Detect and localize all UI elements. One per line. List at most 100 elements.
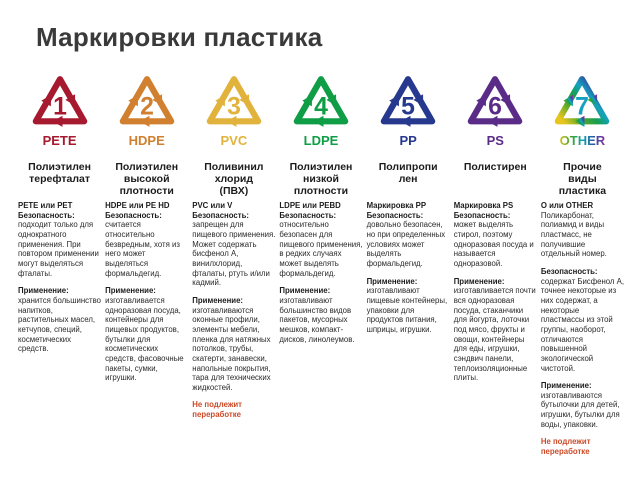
body-label: Безопасность: (105, 210, 162, 220)
plastic-code: HDPE (128, 133, 165, 148)
plastic-name: Полиэтилен низкой плотности (289, 161, 353, 198)
body-label: Безопасность: (366, 210, 424, 220)
recycling-symbol: 1 (29, 73, 91, 130)
plastic-number: 3 (227, 94, 241, 121)
body-text: считается относительно безвредным, хотя … (105, 220, 180, 278)
body-paragraph: Маркировка PP Безопасность: довольно безоп… (367, 201, 450, 269)
plastic-column: 6 PS Полистирен Маркировка PS Безопасност… (454, 73, 537, 457)
plastic-column: 5 PP Полипропи лен Маркировка PP Безопасн… (367, 73, 450, 457)
body-label: Применение: (279, 286, 331, 296)
body-paragraph: Применение: изготавливается одноразовая п… (105, 286, 188, 383)
body-text: изготавливаются оконные профили, элемент… (192, 305, 271, 392)
body-heading: PVC или V (192, 201, 233, 210)
plastic-number: 6 (488, 94, 502, 121)
recycle-triangle-icon: 6 (468, 76, 523, 127)
body-heading: LDPE или PEBD (279, 201, 341, 210)
body-paragraph: Безопасность: содержат Бисфенол А, точнее… (541, 267, 624, 373)
body-label: Применение: (453, 276, 505, 286)
plastic-code: PP (399, 133, 417, 148)
plastic-code: PVC (220, 133, 248, 148)
body-paragraph: Применение: изготавливают пищевые контейн… (367, 277, 450, 335)
body-paragraph: Применение: изготавливается почти вся одн… (454, 277, 537, 383)
body-paragraph: HDPE или PE HD Безопасность: считается отн… (105, 201, 188, 278)
plastic-column: 2 HDPE Полиэтилен высокой плотности HDPE… (105, 73, 188, 457)
plastic-code: PETE (42, 133, 77, 148)
recycle-triangle-icon: 4 (293, 76, 349, 127)
body-label: Безопасность: (192, 210, 249, 220)
plastic-description: О или OTHER Поликарбонат, полиамид и виды… (541, 201, 624, 437)
body-label: Применение: (18, 286, 69, 296)
body-heading: HDPE или PE HD (105, 201, 170, 210)
body-text: может выделять стирол, поэтому одноразов… (453, 220, 534, 268)
body-paragraph: Маркировка PS Безопасность: может выделять… (454, 201, 537, 269)
plastic-number: 7 (576, 94, 590, 121)
plastic-code: OTHER (559, 133, 606, 148)
plastic-column: 7 OTHER Прочие виды пластика О или OTHER… (541, 73, 624, 457)
body-label: Применение: (366, 276, 418, 286)
recycling-symbol: 3 (203, 73, 265, 130)
plastic-number: 5 (401, 94, 415, 121)
plastic-description: PETE или PET Безопасность: подходит только… (18, 201, 101, 362)
body-paragraph: Применение: изготавливаются оконные профи… (192, 296, 275, 393)
plastic-description: PVC или V Безопасность: запрещен для пищев… (192, 201, 275, 400)
recycle-triangle-icon: 2 (119, 76, 174, 127)
body-heading: Маркировка PP (366, 201, 427, 210)
plastic-description: LDPE или PEBD Безопасность: относительно б… (279, 201, 362, 352)
body-label: Безопасность: (18, 210, 75, 220)
plastic-name: Полиэтилен высокой плотности (115, 161, 179, 198)
columns-grid: 1 PETE Полиэтилен терефталат PETE или PE… (0, 53, 640, 457)
non-recyclable-warning: Не подлежит переработке (540, 437, 591, 457)
body-paragraph: LDPE или PEBD Безопасность: относительно б… (279, 201, 362, 278)
recycling-symbol: 5 (377, 73, 439, 130)
recycle-triangle-icon: 1 (32, 76, 87, 127)
body-paragraph: PETE или PET Безопасность: подходит только… (18, 201, 101, 278)
body-text: Поликарбонат, полиамид и виды пластмасс,… (540, 210, 607, 259)
body-text: хранится большинство напитков, раститель… (18, 295, 102, 354)
body-text: изготавливается почти вся одноразовая по… (453, 286, 536, 383)
body-text: изготавливают большинство видов пакетов,… (279, 295, 355, 344)
recycle-triangle-icon: 3 (206, 76, 262, 127)
recycle-triangle-icon: 7 (555, 76, 610, 127)
plastic-markings-infographic: Маркировки пластика 1 PETE Полиэтилен те… (0, 22, 640, 502)
plastic-column: 1 PETE Полиэтилен терефталат PETE или PE… (18, 73, 101, 457)
body-text: подходит только для однократного примене… (18, 220, 99, 278)
plastic-number: 1 (53, 94, 67, 121)
body-text: изготавливаются бутылочки для детей, игр… (540, 390, 620, 429)
page-title: Маркировки пластика (36, 22, 323, 52)
plastic-column: 4 LDPE Полиэтилен низкой плотности LDPE … (279, 73, 363, 457)
body-text: содержат Бисфенол А, точнее некоторые из… (540, 276, 625, 373)
body-paragraph: Применение: изготавливаются бутылочки для… (541, 381, 624, 429)
body-label: Безопасность: (453, 210, 511, 220)
recycling-symbol: 4 (290, 73, 352, 130)
plastic-name: Полипропи лен (378, 161, 438, 186)
body-heading: PETE или PET (18, 201, 73, 210)
recycling-symbol: 2 (116, 73, 178, 130)
body-paragraph: О или OTHER Поликарбонат, полиамид и виды… (541, 201, 624, 259)
body-label: Безопасность: (279, 210, 337, 220)
plastic-name: Прочие виды пластика (558, 161, 607, 198)
body-text: относительно безопасен для пищевого прим… (279, 220, 363, 278)
plastic-description: Маркировка PP Безопасность: довольно безоп… (367, 201, 450, 343)
plastic-name: Поливинил хлорид (ПВХ) (204, 161, 264, 198)
plastic-description: HDPE или PE HD Безопасность: считается отн… (105, 201, 188, 391)
plastic-code: PS (486, 133, 504, 148)
plastic-name: Полистирен (463, 161, 527, 173)
plastic-code: LDPE (303, 133, 339, 148)
body-text: изготавливают пищевые контейнеры, упаков… (366, 286, 448, 334)
non-recyclable-warning: Не подлежит переработке (192, 400, 242, 420)
body-paragraph: Применение: хранится большинство напитков… (18, 286, 101, 354)
body-label: Безопасность: (540, 266, 598, 276)
plastic-name: Полиэтилен терефталат (28, 161, 91, 186)
plastic-column: 3 PVC Поливинил хлорид (ПВХ) PVC или V Бе… (192, 73, 275, 457)
body-text: довольно безопасен, но при определенных … (366, 220, 446, 268)
body-text: запрещен для пищевого применения. Может … (192, 220, 276, 288)
recycling-symbol: 6 (464, 73, 526, 130)
recycling-symbol: 7 (551, 73, 613, 130)
body-heading: О или OTHER (540, 201, 594, 210)
body-heading: Маркировка PS (453, 201, 514, 210)
body-label: Применение: (192, 295, 244, 305)
body-label: Применение: (540, 381, 592, 391)
body-label: Применение: (105, 286, 156, 296)
recycle-triangle-icon: 5 (380, 76, 436, 127)
plastic-description: Маркировка PS Безопасность: может выделять… (454, 201, 537, 391)
